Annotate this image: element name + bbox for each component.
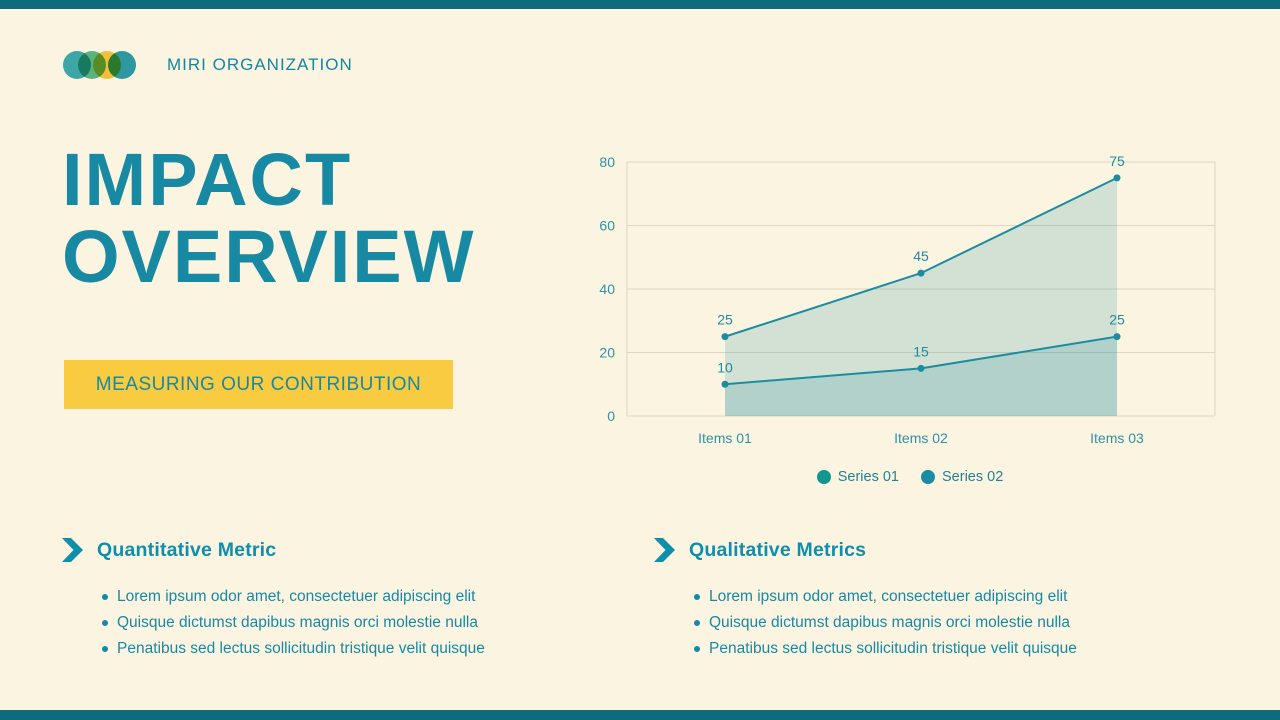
data-point [721, 380, 729, 388]
series-area [725, 336, 1117, 416]
y-tick-label: 60 [599, 218, 615, 234]
section-heading-row: Qualitative Metrics [654, 538, 1224, 562]
chevron-right-arrow-icon [62, 538, 83, 562]
legend-item-series-01: Series 01 [816, 469, 899, 485]
legend-label: Series 02 [942, 469, 1004, 485]
bullet-item: Lorem ipsum odor amet, consectetuer adip… [102, 584, 602, 610]
data-point [1113, 174, 1121, 182]
bullet-item: Lorem ipsum odor amet, consectetuer adip… [694, 584, 1224, 610]
y-tick-label: 0 [607, 408, 615, 424]
organization-name: MIRI ORGANIZATION [167, 55, 353, 74]
logo-circles-icon [63, 50, 149, 80]
data-label: 75 [1109, 153, 1125, 169]
data-label: 25 [1109, 312, 1125, 328]
bullet-item: Penatibus sed lectus sollicitudin tristi… [694, 636, 1224, 662]
data-label: 10 [717, 359, 733, 375]
bullet-item: Quisque dictumst dapibus magnis orci mol… [102, 610, 602, 636]
top-accent-bar [0, 0, 1280, 9]
section-heading: Quantitative Metric [97, 538, 277, 561]
legend-item-series-02: Series 02 [921, 469, 1003, 485]
section-heading-row: Quantitative Metric [62, 538, 602, 562]
chevron-right-arrow-icon [654, 538, 675, 562]
x-category-label: Items 02 [894, 430, 948, 446]
section-quantitative-metric: Quantitative Metric Lorem ipsum odor ame… [62, 538, 602, 662]
y-tick-label: 80 [599, 154, 615, 170]
data-label: 45 [913, 248, 929, 264]
x-category-label: Items 01 [698, 430, 752, 446]
bullet-item: Penatibus sed lectus sollicitudin tristi… [102, 636, 602, 662]
slide-title: IMPACT OVERVIEW [62, 138, 476, 298]
data-label: 15 [913, 343, 929, 359]
data-point [917, 364, 925, 372]
bullet-list: Lorem ipsum odor amet, consectetuer adip… [62, 584, 602, 662]
x-category-label: Items 03 [1090, 430, 1144, 446]
impact-line-chart: 0 20 40 60 80 25 45 75 10 15 25 Items 01 Items 02 Ite… [575, 140, 1245, 485]
chart-legend: Series 01 Series 02 [575, 469, 1245, 485]
legend-label: Series 01 [837, 469, 899, 485]
subtitle-banner: MEASURING OUR CONTRIBUTION [64, 360, 453, 409]
bullet-list: Lorem ipsum odor amet, consectetuer adip… [654, 584, 1224, 662]
data-point [1113, 333, 1121, 341]
chart-svg: 0 20 40 60 80 25 45 75 10 15 25 Items 01 Items 02 Ite… [599, 153, 1216, 446]
bottom-accent-bar [0, 710, 1280, 720]
y-tick-label: 40 [599, 281, 615, 297]
y-tick-label: 20 [599, 345, 615, 361]
logo: MIRI ORGANIZATION [63, 50, 353, 80]
series-area [725, 177, 1117, 416]
bullet-item: Quisque dictumst dapibus magnis orci mol… [694, 610, 1224, 636]
subtitle-banner-label: MEASURING OUR CONTRIBUTION [95, 373, 422, 395]
section-heading: Qualitative Metrics [689, 538, 867, 561]
data-point [721, 333, 729, 341]
logo-circle-teal-2 [108, 51, 136, 79]
data-point [917, 269, 925, 277]
data-label: 25 [717, 312, 733, 328]
legend-dot-icon [921, 470, 935, 484]
section-qualitative-metrics: Qualitative Metrics Lorem ipsum odor ame… [654, 538, 1224, 662]
legend-dot-icon [816, 470, 831, 484]
